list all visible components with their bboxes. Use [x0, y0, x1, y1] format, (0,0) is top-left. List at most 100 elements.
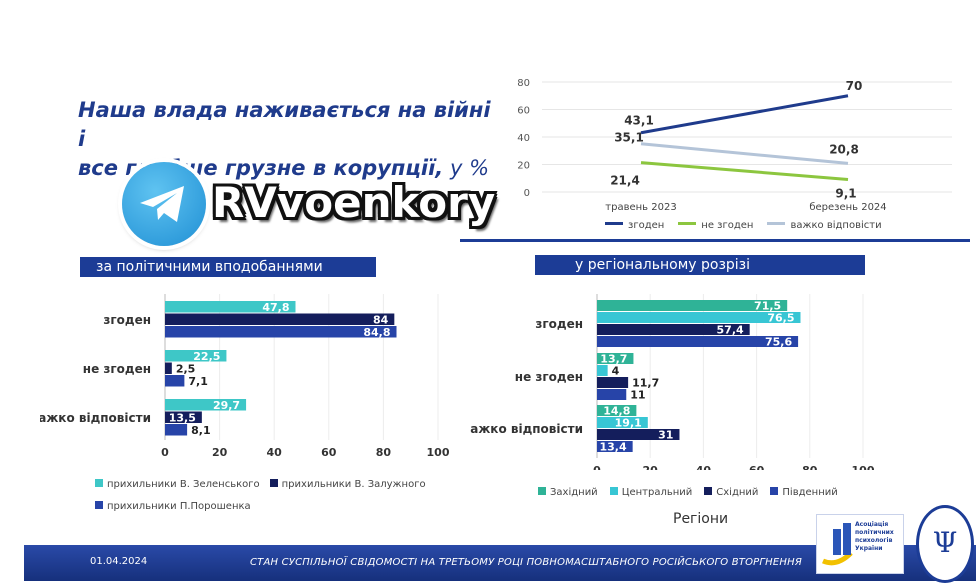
line-data-label: 70 [846, 79, 863, 93]
bar-data-label: 7,1 [188, 375, 208, 388]
bar-data-label: 71,5 [754, 300, 781, 313]
bar [165, 362, 172, 374]
bar-xtick-label: 60 [321, 446, 337, 459]
bar [597, 353, 634, 364]
bar-legend-swatch [609, 487, 618, 495]
psi-glyph: Ψ [932, 526, 958, 559]
bar-legend-swatch [538, 487, 546, 495]
line-legend-swatch [605, 222, 623, 225]
bar-legend-label: Східний [716, 487, 759, 498]
line-xtick-label: березень 2024 [809, 202, 886, 213]
bar-legend-label: Центральний [621, 487, 693, 498]
line-legend-item: згоден [605, 220, 664, 231]
bar-data-label: 84 [373, 314, 389, 327]
bar [165, 424, 188, 436]
bar-legend-swatch [95, 501, 103, 509]
bar-data-label: 14,8 [603, 405, 630, 418]
association-name-line: України [855, 545, 883, 552]
political-legend: прихильники В. Зеленського прихильники В.… [95, 474, 475, 518]
footer-date: 01.04.2024 [90, 556, 148, 567]
title-unit: у % [443, 156, 490, 180]
watermark-text: RVvoenkory [212, 178, 496, 227]
bar-data-label: 57,4 [717, 324, 744, 337]
bar-legend-swatch [770, 487, 779, 495]
bar [597, 429, 680, 440]
bar-legend-item: Західний [538, 487, 598, 498]
bar-legend-item: Південний [770, 487, 838, 498]
line-legend-label: згоден [628, 220, 665, 231]
line-ytick-label: 40 [517, 133, 530, 144]
psi-icon: Ψ [916, 505, 974, 583]
line-data-label: 35,1 [614, 131, 644, 145]
line-xtick-label: травень 2023 [605, 202, 676, 213]
line-data-label: 20,8 [829, 142, 859, 156]
bar [165, 350, 227, 362]
bar [597, 312, 801, 323]
association-name: Асоціація політичних психологів України [855, 521, 894, 553]
bar-legend-item: Східний [704, 487, 758, 498]
line-legend-swatch [767, 222, 786, 225]
association-name-line: політичних [855, 529, 894, 536]
bar-data-label: 22,5 [193, 350, 220, 363]
bar-legend-label: прихильники В. Зеленського [107, 479, 260, 490]
bar-xtick-label: 80 [376, 446, 392, 459]
bar-legend-swatch [269, 479, 278, 487]
bar-xtick-label: 100 [427, 446, 450, 459]
bar-legend-item: прихильники П.Порошенка [95, 496, 251, 518]
line-ytick-label: 60 [517, 106, 530, 117]
bar-legend-swatch [704, 487, 713, 495]
bar-legend-label: прихильники П.Порошенка [107, 501, 251, 512]
line-series-1 [640, 161, 849, 181]
bar-xtick-label: 20 [643, 464, 659, 470]
line-legend-swatch [678, 222, 697, 225]
bar [597, 377, 629, 388]
bar-data-label: 31 [658, 429, 673, 442]
bar-xtick-label: 0 [161, 446, 169, 459]
bar-data-label: 29,7 [213, 399, 240, 412]
bar-legend-swatch [95, 479, 103, 487]
footer-text: СТАН СУСПІЛЬНОЇ СВІДОМОСТІ НА ТРЕТЬОМУ Р… [250, 557, 803, 568]
line-legend-item: важко відповісти [767, 220, 882, 231]
paper-plane-icon [140, 186, 184, 222]
line-legend-label: важко відповісти [790, 220, 882, 231]
regional-header: у регіональному розрізі [535, 255, 865, 275]
bar-data-label: 13,7 [600, 353, 627, 366]
bar [597, 324, 750, 335]
bar-category-label: важко відповісти [40, 411, 151, 425]
bar-data-label: 13,4 [600, 441, 627, 454]
bar-data-label: 75,6 [765, 336, 792, 349]
bar-xtick-label: 40 [267, 446, 283, 459]
bar-category-label: не згоден [83, 362, 151, 376]
bar [165, 326, 397, 338]
line-data-label: 43,1 [624, 114, 654, 128]
line-series-2 [640, 142, 849, 165]
bar-data-label: 2,5 [176, 363, 196, 376]
bar-data-label: 4 [612, 365, 620, 378]
bar-data-label: 76,5 [767, 312, 794, 325]
line-ytick-label: 0 [524, 188, 530, 199]
bar [597, 300, 788, 311]
bar [165, 375, 185, 387]
bar-xtick-label: 40 [696, 464, 712, 470]
bar [597, 417, 648, 428]
association-logo: Асоціація політичних психологів України [816, 514, 904, 574]
line-legend-item: не згоден [678, 220, 753, 231]
bar [597, 389, 627, 400]
bar-legend-item: прихильники В. Зеленського [95, 474, 260, 496]
regional-xlabel: Регіони [673, 511, 729, 527]
bar-xtick-label: 60 [749, 464, 765, 470]
political-header: за політичними вподобаннями [80, 257, 376, 277]
bar-legend-item: Центральний [609, 487, 693, 498]
bar [597, 365, 608, 376]
bar [597, 405, 637, 416]
bar-xtick-label: 0 [593, 464, 601, 470]
bar-data-label: 8,1 [191, 424, 211, 437]
bar-legend-label: Західний [550, 487, 598, 498]
regional-bar-chart: 0 20 40 60 80 100 згоден 71,576,5 57,4 75,6 не зго… [470, 294, 875, 470]
line-data-label: 21,4 [610, 174, 640, 188]
bar [165, 313, 395, 325]
bar-xtick-label: 20 [212, 446, 228, 459]
bar-category-label: згоден [535, 317, 583, 331]
regional-legend: Західний Центральний Східний Південний [538, 487, 850, 498]
